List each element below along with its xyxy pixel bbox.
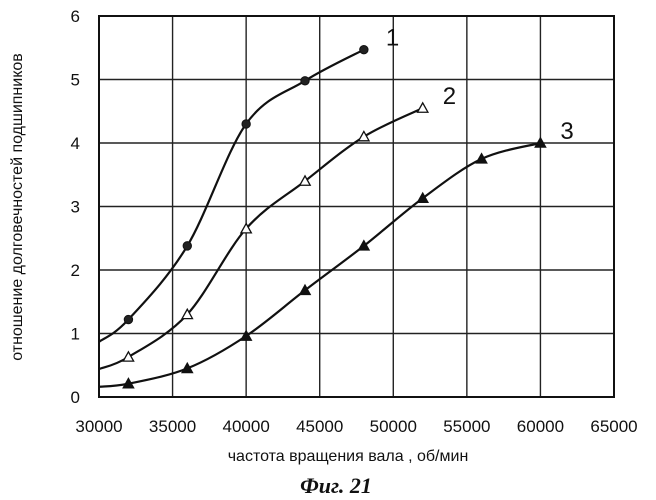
data-point	[242, 120, 250, 128]
grid	[99, 16, 614, 397]
series-line	[99, 50, 364, 342]
data-point	[360, 45, 368, 53]
x-tick-label: 45000	[296, 417, 343, 436]
series-2: 2	[99, 83, 456, 369]
x-axis-label: частота вращения вала , об/мин	[228, 448, 469, 465]
tick-labels: 30000 35000 40000 45000 50000 55000 60000 65000…	[71, 7, 638, 436]
data-point	[124, 315, 132, 323]
data-point	[301, 77, 309, 85]
series-3: 3	[99, 118, 574, 388]
y-tick-label: 6	[71, 7, 80, 26]
data-point	[183, 242, 191, 250]
data-point	[418, 103, 428, 112]
series-label: 1	[386, 25, 399, 52]
y-tick-label: 4	[71, 134, 80, 153]
x-tick-label: 50000	[370, 417, 417, 436]
y-tick-label: 2	[71, 261, 80, 280]
x-tick-label: 55000	[443, 417, 490, 436]
y-tick-label: 0	[71, 388, 80, 407]
y-tick-label: 3	[71, 198, 80, 217]
series-label: 3	[560, 118, 573, 145]
y-tick-label: 1	[71, 325, 80, 344]
series-label: 2	[443, 83, 456, 110]
x-tick-label: 60000	[517, 417, 564, 436]
data-point	[359, 131, 369, 140]
figure-caption: Фиг. 21	[300, 473, 372, 498]
x-tick-label: 40000	[223, 417, 270, 436]
y-axis-label: отношение долговечностей подшипников	[9, 53, 26, 361]
y-tick-label: 5	[71, 71, 80, 90]
x-tick-label: 35000	[149, 417, 196, 436]
data-point	[123, 352, 133, 361]
series-1: 1	[99, 25, 399, 342]
x-tick-label: 65000	[590, 417, 637, 436]
x-tick-label: 30000	[75, 417, 122, 436]
